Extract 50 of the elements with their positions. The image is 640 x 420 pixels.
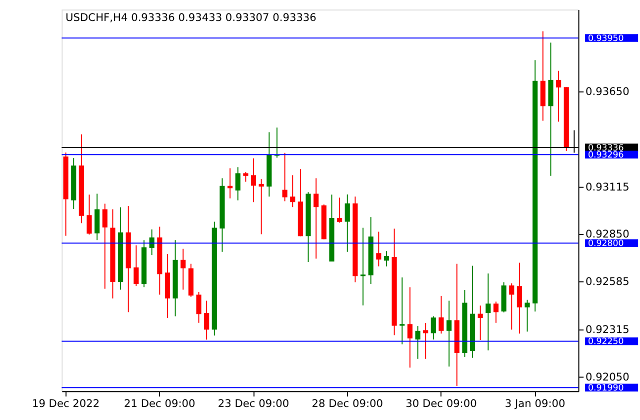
ref-line-label: 0.92250 <box>588 337 624 348</box>
candlestick <box>478 305 483 340</box>
chart-title: USDCHF,H4 0.93336 0.93433 0.93307 0.93336 <box>66 12 317 24</box>
candlestick <box>243 171 248 182</box>
candlestick <box>446 300 452 368</box>
candlestick <box>556 70 562 122</box>
candlestick <box>258 178 264 235</box>
y-tick-label: 0.93115 <box>586 181 630 194</box>
candlestick <box>493 301 499 324</box>
x-tick-label: 19 Dec 2022 <box>32 398 100 410</box>
candlestick <box>196 292 202 324</box>
x-tick-label: 3 Jan 09:00 <box>504 398 566 410</box>
x-tick-label: 30 Dec 09:00 <box>406 398 478 410</box>
y-tick-label: 0.92850 <box>586 228 630 241</box>
candlestick <box>407 286 412 368</box>
candlestick <box>400 276 405 345</box>
candlestick <box>376 231 382 267</box>
candlestick <box>86 194 92 236</box>
ref-line-label: 0.91990 <box>588 383 624 394</box>
candlestick <box>430 316 436 340</box>
ref-line-label: 0.93296 <box>588 150 624 161</box>
candlestick <box>134 244 139 286</box>
candlestick <box>180 248 186 290</box>
candlestick <box>438 295 444 334</box>
candlestick <box>384 250 390 267</box>
y-tick-label: 0.93650 <box>586 86 630 98</box>
candlestick <box>415 326 420 360</box>
candlestick <box>360 227 366 306</box>
y-tick-label: 0.92050 <box>586 371 630 384</box>
y-tick-label: 0.92585 <box>586 276 630 288</box>
candlestick <box>524 299 530 332</box>
candlestick <box>102 203 108 290</box>
candlestick <box>509 282 514 330</box>
x-tick-label: 28 Dec 09:00 <box>312 398 384 410</box>
candlestick <box>516 262 522 334</box>
candlestick <box>282 152 288 202</box>
x-tick-label: 23 Dec 09:00 <box>218 398 290 410</box>
candlestick <box>250 158 256 203</box>
candlestick <box>290 174 296 208</box>
y-tick-label: 0.92315 <box>586 324 630 336</box>
x-tick-label: 21 Dec 09:00 <box>124 398 196 410</box>
candlestick <box>337 197 342 224</box>
candlestick <box>486 272 491 351</box>
candlestick <box>423 322 428 360</box>
candlestick <box>314 178 319 260</box>
candlestick <box>204 300 210 340</box>
ref-line-label: 0.92800 <box>588 239 624 250</box>
candlestick <box>235 166 240 201</box>
ref-line-label: 0.93950 <box>588 34 624 44</box>
candlestick <box>344 194 350 252</box>
